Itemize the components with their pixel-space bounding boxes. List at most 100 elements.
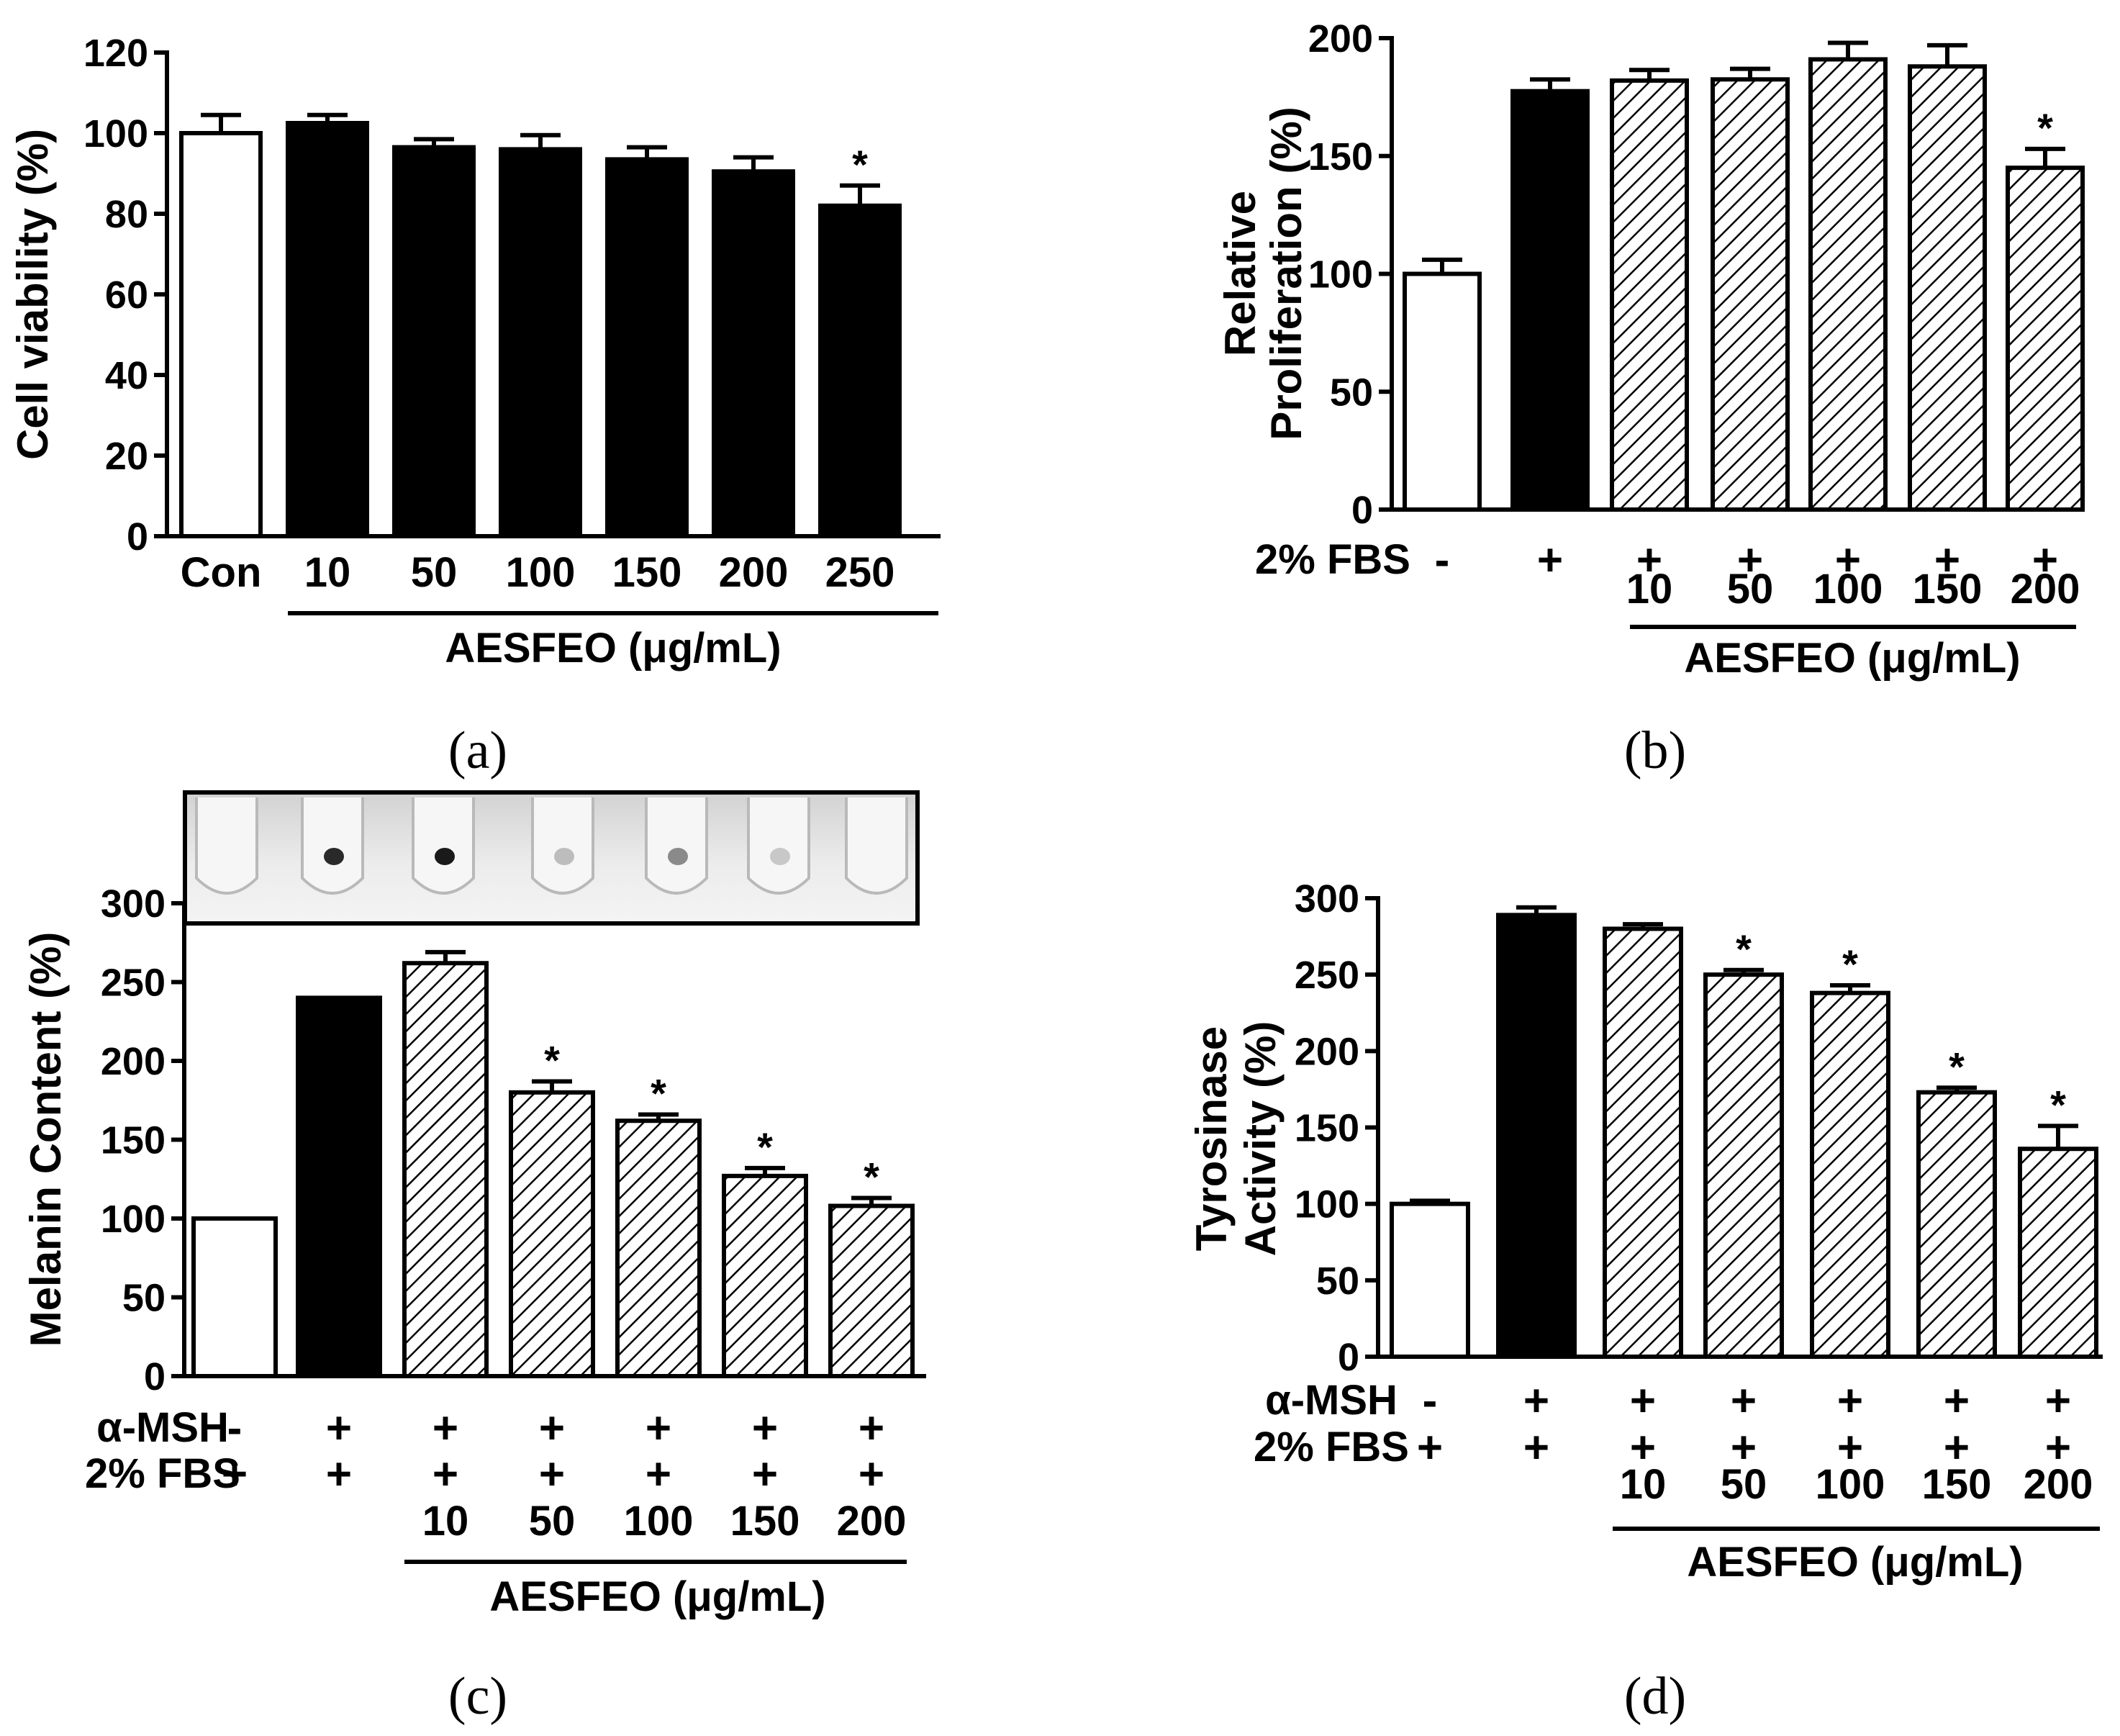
significance-star: * [651,1070,666,1116]
y-tick-label: 100 [83,112,148,155]
bar [605,157,689,538]
y-tick-label: 40 [105,354,148,397]
condition-symbol: + [2045,1423,2071,1473]
y-axis-label: Relative [1216,191,1264,356]
condition-symbol: + [1944,1423,1970,1473]
significance-star: * [544,1037,560,1082]
condition-symbol: + [859,1450,884,1499]
melanin-pellet [554,848,574,865]
condition-symbol: + [1835,535,1861,585]
bar [296,995,382,1378]
condition-symbol: + [432,1403,458,1453]
y-tick-label: 60 [105,273,148,317]
bar [722,1173,808,1378]
condition-symbol: + [752,1450,778,1499]
condition-label: 2% FBS [1255,536,1410,583]
panel-label: (b) [1624,721,1686,780]
condition-symbol: + [1523,1376,1549,1426]
y-tick-label: 100 [101,1198,166,1241]
category-label: 50 [1727,566,1774,612]
panel-label: (a) [448,721,507,780]
panel-d: 0 50 100 150 200 250 300 Tyrosinase Activity (%)… [1187,877,2103,1726]
panel-c: 0 50 100 150 200 250 300 Melanin Content (%) * * *… [22,790,926,1726]
condition-symbol: + [326,1450,352,1499]
condition-symbol: + [752,1403,778,1453]
condition-symbol: + [1731,1376,1757,1426]
significance-star: * [757,1124,773,1170]
significance-star: * [2050,1082,2066,1127]
bar [509,1090,595,1379]
bar [1703,972,1784,1359]
y-tick-label: 150 [101,1119,166,1162]
y-axis-label: Tyrosinase [1187,1026,1236,1251]
y-tick-label: 50 [1330,371,1373,414]
category-label: 150 [612,549,682,596]
bar [712,169,795,538]
significance-star: * [852,142,868,187]
condition-label: α-MSH [96,1404,229,1451]
bar [1810,990,1890,1359]
y-axis-label: Cell viability (%) [9,129,57,460]
bar [828,1203,915,1378]
significance-star: * [1736,926,1752,972]
condition-symbol: + [645,1403,671,1453]
category-label: 10 [1620,1461,1667,1508]
category-label: 10 [304,549,351,596]
significance-star: * [864,1154,879,1200]
condition-symbol: + [1630,1376,1656,1426]
condition-symbol: + [1523,1423,1549,1473]
y-tick-label: 300 [1295,877,1359,921]
condition-symbol: + [432,1450,458,1499]
bar [191,1216,278,1378]
category-label: 200 [2011,566,2080,612]
category-label: 250 [825,549,895,596]
condition-symbol: + [1837,1423,1863,1473]
bar [402,961,489,1378]
panel-label: (c) [448,1667,507,1726]
melanin-pellet [324,848,344,865]
inset-photo [183,790,920,926]
y-tick-label: 250 [101,962,166,1005]
bar [2006,166,2085,512]
y-tick-label: 120 [83,32,148,75]
category-label: 100 [506,549,576,596]
y-tick-label: 200 [101,1040,166,1083]
condition-symbol: + [1944,1376,1970,1426]
bar [1908,64,1987,512]
y-tick-label: 50 [1316,1260,1359,1303]
y-tick-label: 100 [1295,1183,1359,1226]
category-label: 50 [1721,1461,1767,1508]
bar [818,203,902,538]
category-label: 100 [624,1498,694,1545]
category-label: Con [181,549,262,596]
category-label: 100 [1813,566,1883,612]
condition-symbol: - [227,1403,243,1453]
bar [1510,89,1590,512]
y-tick-label: 0 [144,1355,166,1398]
condition-label: 2% FBS [85,1450,240,1497]
melanin-pellet [770,848,790,865]
category-label: 150 [730,1498,800,1545]
tube [195,797,258,895]
condition-symbol: + [859,1403,884,1453]
condition-symbol: + [1630,1423,1656,1473]
significance-star: * [1949,1044,1965,1089]
bar [1808,57,1888,512]
condition-symbol: + [539,1403,565,1453]
bar [1610,78,1689,512]
group-label: AESFEO (μg/mL) [489,1573,825,1620]
tube [531,797,594,895]
bar [615,1118,702,1378]
tube [412,797,475,895]
condition-symbol: + [1636,535,1662,585]
y-tick-label: 50 [122,1277,166,1320]
category-label: 50 [529,1498,576,1545]
category-label: 100 [1816,1461,1885,1508]
group-label: AESFEO (μg/mL) [1684,635,2020,682]
bar [1390,1201,1470,1359]
y-tick-label: 200 [1308,17,1373,60]
condition-symbol: + [1737,535,1763,585]
y-axis-label: Proliferation (%) [1262,107,1310,440]
